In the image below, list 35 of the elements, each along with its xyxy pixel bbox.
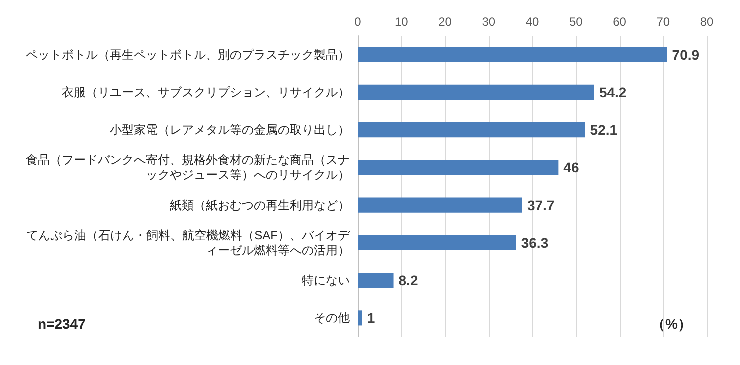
y-tick-label: 小型家電（レアメタル等の金属の取り出し） xyxy=(110,123,350,138)
y-tick-label: 紙類（紙おむつの再生利用など） xyxy=(170,198,350,212)
x-tick-label: 10 xyxy=(394,15,409,29)
data-label: 8.2 xyxy=(398,272,418,289)
y-tick-label: ペットボトル（再生ペットボトル、別のプラスチック製品） xyxy=(26,48,350,62)
data-label: 36.3 xyxy=(521,234,549,251)
y-tick-label: 衣服（リユース、サブスクリプション、リサイクル） xyxy=(62,85,350,100)
x-tick-label: 20 xyxy=(438,15,452,29)
x-tick-label: 80 xyxy=(700,15,714,29)
data-label: 37.7 xyxy=(527,197,555,214)
data-label: 1 xyxy=(367,310,376,326)
data-label: 52.1 xyxy=(590,122,618,138)
bar xyxy=(358,198,522,213)
data-label: 70.9 xyxy=(672,46,700,63)
bar xyxy=(358,235,516,250)
x-tick-label: 30 xyxy=(482,15,496,29)
data-label: 46 xyxy=(564,160,580,176)
text: n=2347 xyxy=(38,316,86,332)
x-tick-label: 60 xyxy=(613,15,627,29)
bar xyxy=(358,310,362,326)
x-tick-label: 40 xyxy=(526,15,540,29)
y-tick-label: 食品（フードバンクへ寄付、規格外食材の新たな商品（スナックやジュース等）へのリサイクル） xyxy=(26,153,350,182)
bar xyxy=(358,160,559,176)
bar xyxy=(358,84,594,100)
y-tick-label: 特にない xyxy=(302,274,350,288)
x-tick-label: 0 xyxy=(354,15,362,29)
y-tick-label: てんぷら油（石けん・飼料、航空機燃料（SAF）、バイオディーゼル燃料等への活用） xyxy=(26,228,351,258)
bar xyxy=(358,47,668,62)
bar xyxy=(358,273,394,288)
data-label: 54.2 xyxy=(599,84,627,100)
y-tick-label: その他 xyxy=(314,311,350,326)
bar xyxy=(358,122,586,138)
x-tick-label: 50 xyxy=(569,15,584,29)
x-tick-label: 70 xyxy=(656,15,670,29)
annotation: （%） xyxy=(652,316,692,332)
